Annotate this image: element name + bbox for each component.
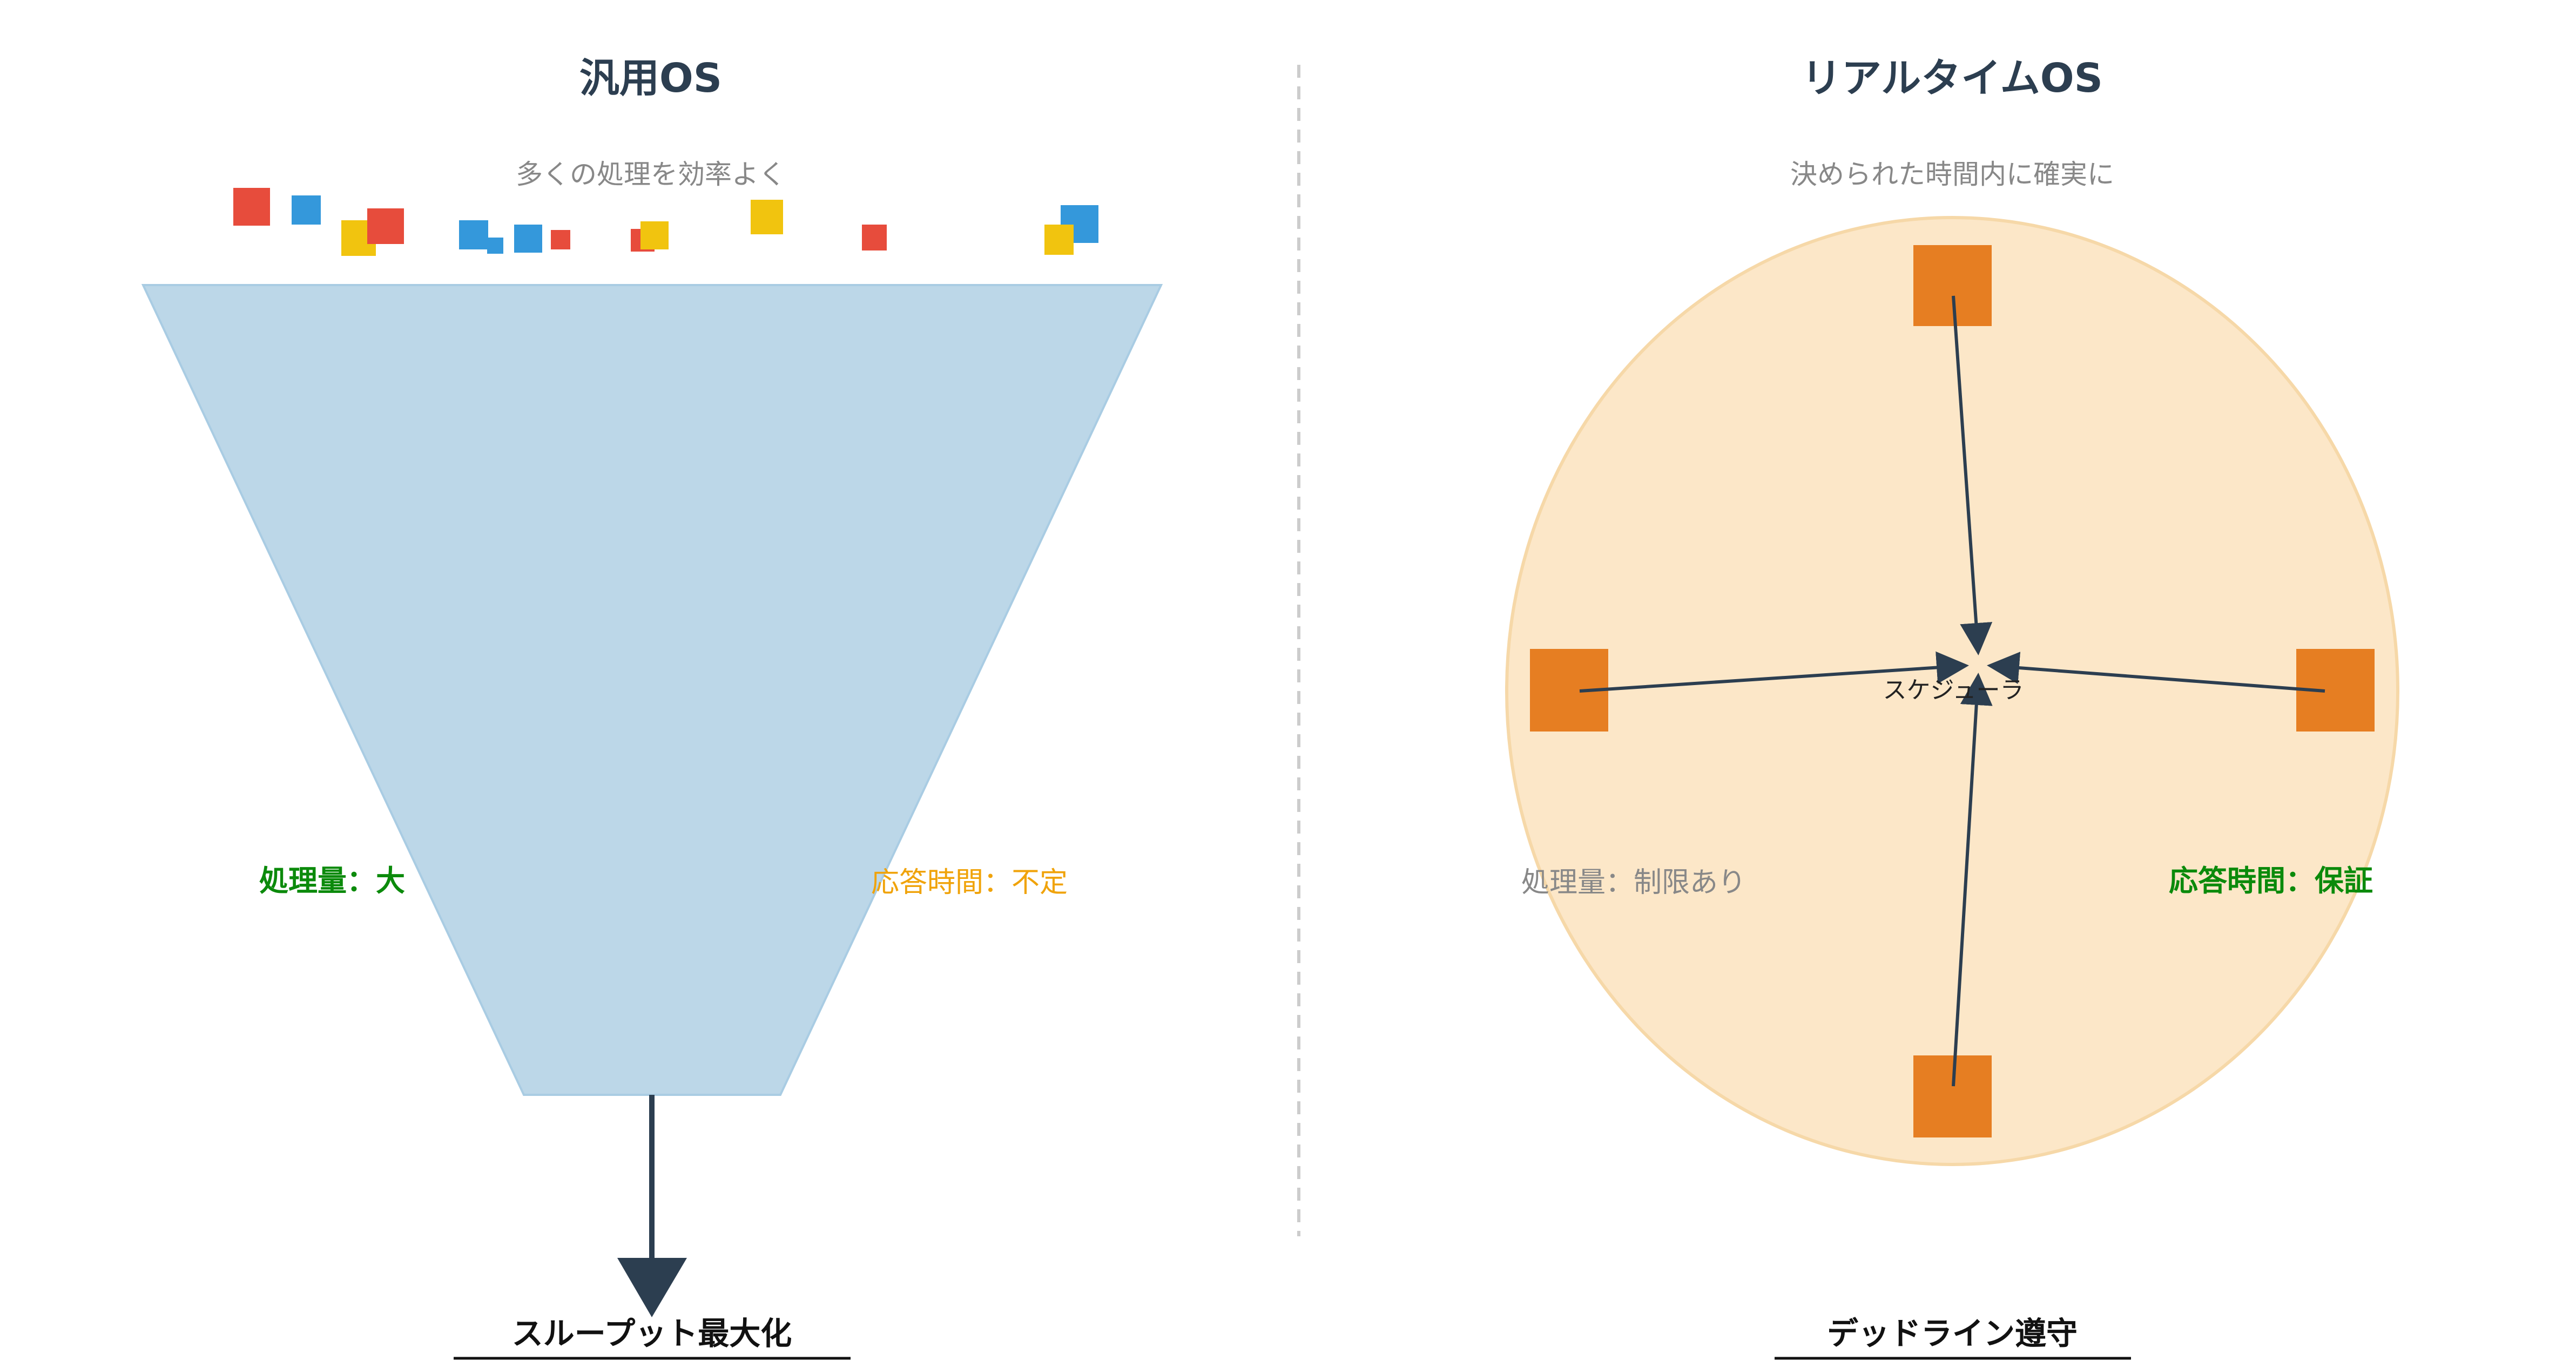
funnel-output-arrow-head (617, 1258, 687, 1317)
task-square-red (367, 208, 404, 244)
realtime-os-throughput-label: 処理量：制限あり (1521, 866, 1746, 899)
realtime-os-panel: リアルタイムOS 決められた時間内に確実に スケジューラ 処理量：制限あり 応答… (1505, 55, 2399, 1360)
task-square-blue (292, 195, 321, 225)
task-block-bottom (1913, 1055, 1992, 1137)
general-os-throughput-label: 処理量：大 (259, 864, 405, 898)
scheduling-circle (1505, 216, 2399, 1166)
general-os-response-label: 応答時間：不定 (871, 866, 1068, 899)
scheduler-label: スケジューラ (1883, 676, 2024, 704)
realtime-os-response-label: 応答時間：保証 (2169, 864, 2373, 898)
task-square-yellow (1044, 225, 1074, 255)
throughput-funnel (141, 284, 1163, 1096)
task-squares (233, 188, 1098, 256)
general-os-title: 汎用OS (579, 55, 722, 101)
arrow-left-to-scheduler (1579, 651, 1969, 693)
task-square-blue (487, 238, 503, 254)
task-square-blue (459, 220, 488, 249)
task-square-red (551, 230, 570, 249)
arrow-bottom-to-scheduler (1952, 673, 1993, 1087)
realtime-os-bottom-label: デッドライン遵守 (1827, 1315, 2078, 1352)
realtime-os-title: リアルタイムOS (1802, 55, 2103, 101)
task-square-blue (514, 225, 542, 253)
general-os-subtitle: 多くの処理を効率よく (516, 159, 786, 190)
task-square-red (862, 225, 887, 250)
general-os-bottom-label: スループット最大化 (512, 1315, 792, 1352)
realtime-os-subtitle: 決められた時間内に確実に (1790, 159, 2114, 190)
task-block-top (1913, 245, 1992, 326)
arrow-right-to-scheduler (1987, 652, 2325, 693)
task-square-red (233, 188, 270, 226)
arrow-top-to-scheduler (1952, 295, 1993, 655)
task-square-yellow (751, 200, 783, 234)
general-os-panel: 汎用OS 多くの処理を効率よく 処理量：大 応答時間：不定 スループット最大化 (141, 55, 1163, 1360)
task-square-yellow (640, 221, 669, 249)
